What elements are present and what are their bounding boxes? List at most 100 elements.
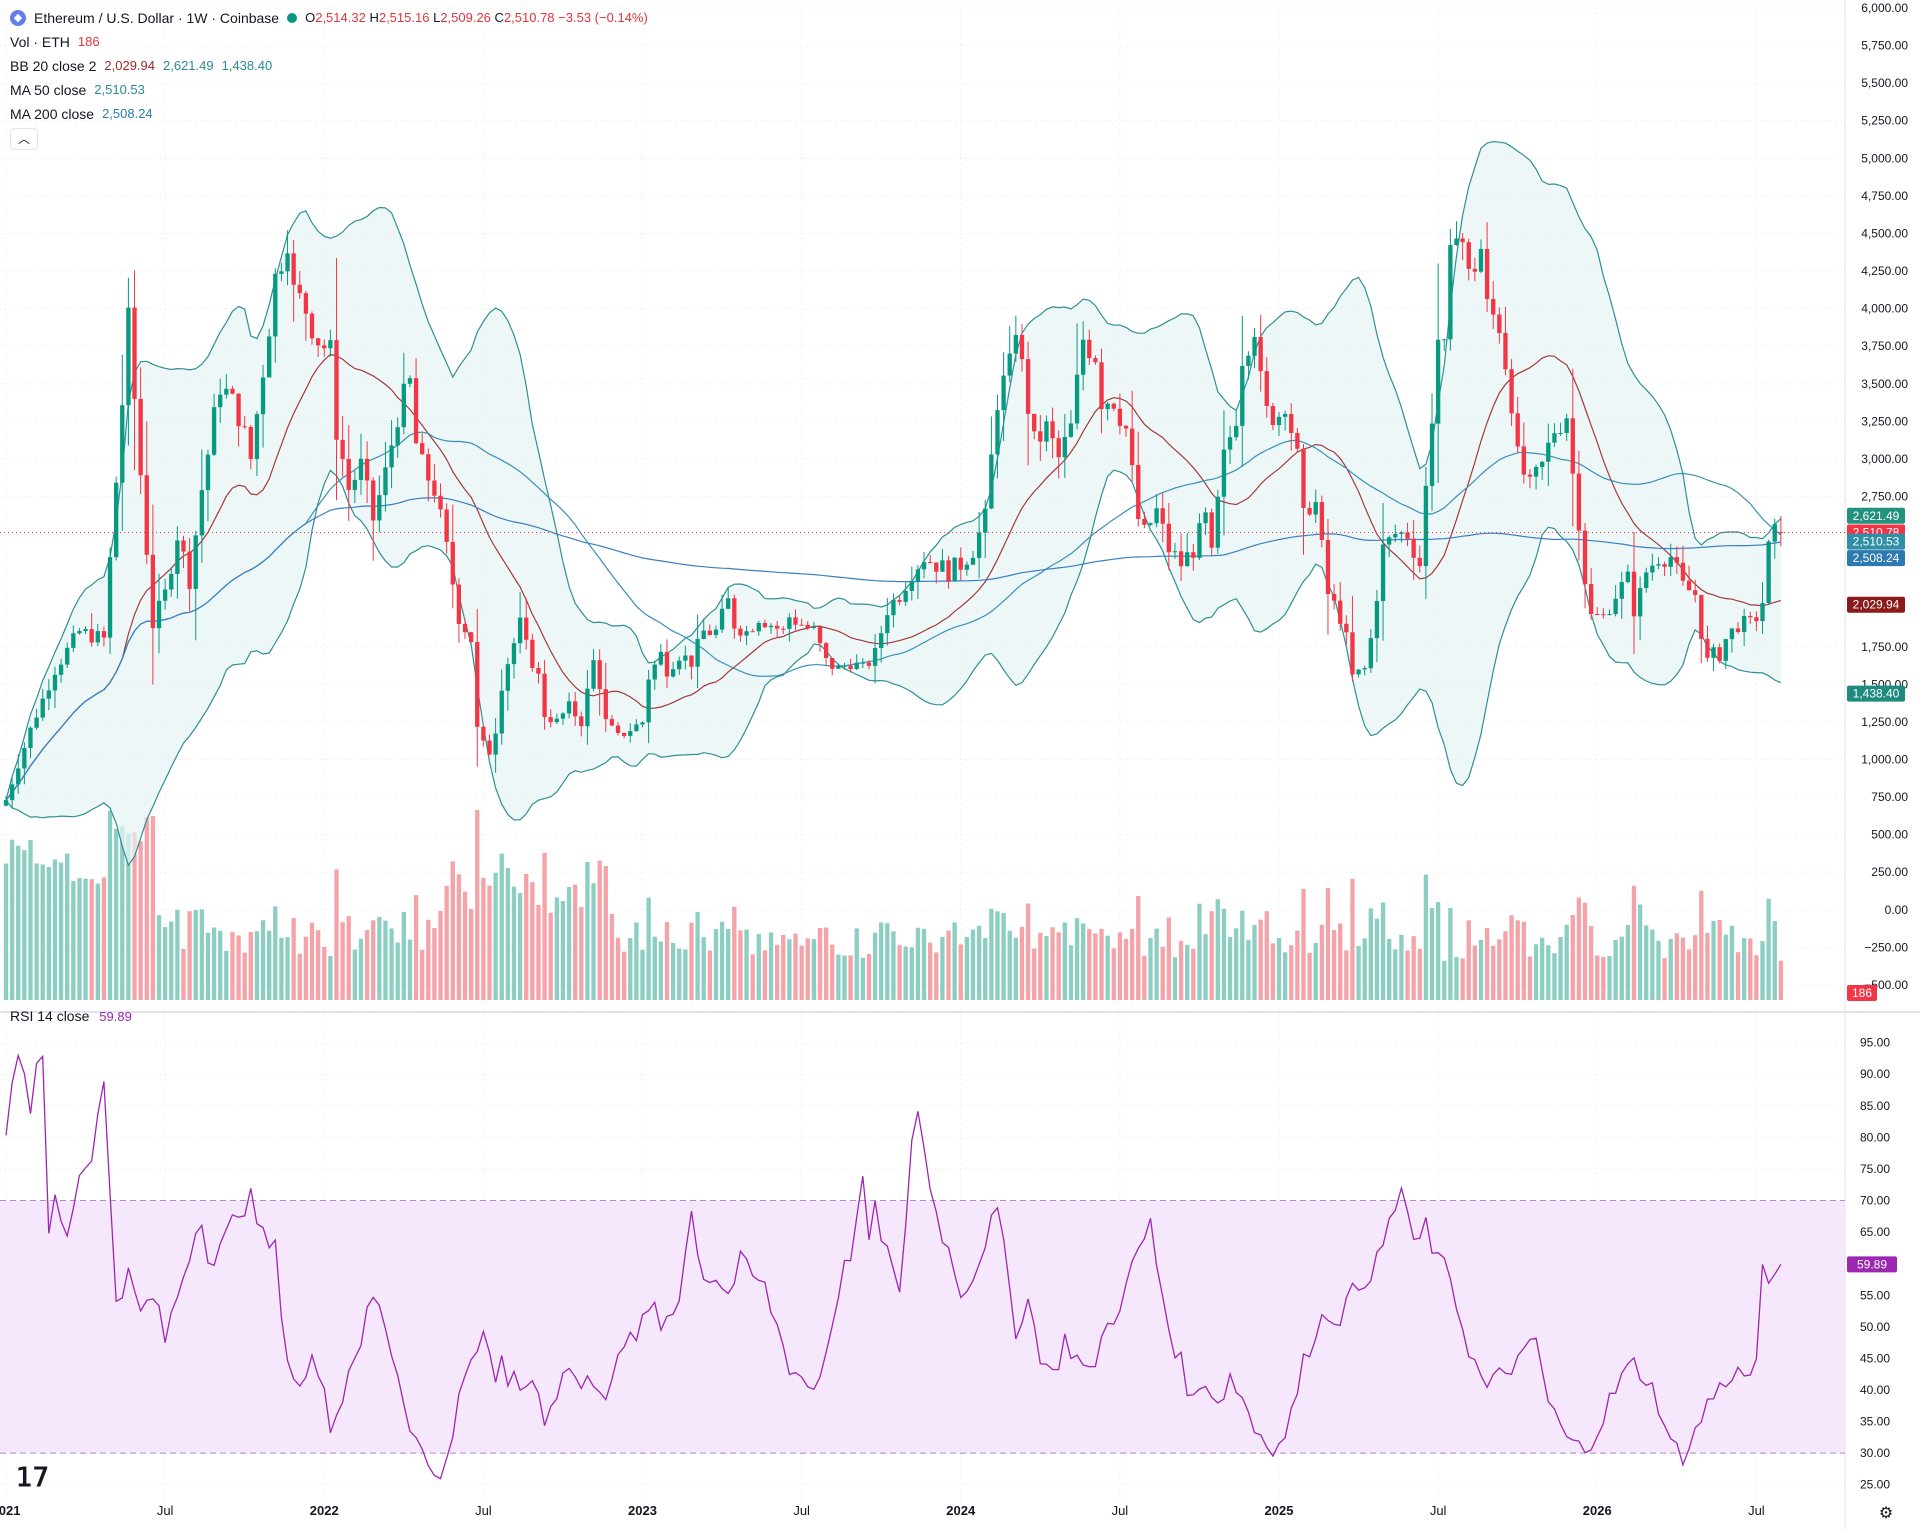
volume-bar [456,874,462,1000]
candle-body [1601,614,1606,616]
volume-bar [1080,923,1086,1000]
candle-body [885,615,890,634]
volume-bar [1123,938,1129,1000]
symbol-row[interactable]: ◆ Ethereum / U.S. Dollar · 1W · Coinbase… [10,6,648,30]
volume-bar [548,912,553,1000]
candle-body [872,648,878,666]
rsi-layer [0,1052,1845,1480]
volume-bar [964,936,970,1000]
candle-body [744,631,749,636]
candle-body [481,726,486,741]
volume-bar [1405,950,1410,1000]
price-tick-label: 4,750.00 [1861,189,1908,203]
candle-body [1754,617,1759,622]
volume-bar [224,950,229,1000]
volume-bar [315,930,321,1000]
volume-bar [40,864,45,1000]
candle-body [377,495,382,521]
volume-bar [1717,920,1722,1000]
candle-body [860,662,866,664]
bb-legend[interactable]: BB 20 close 2 2,029.94 2,621.49 1,438.40 [10,54,648,78]
candle-body [205,454,211,491]
candle-body [1582,530,1588,585]
rsi-tick-label: 95.00 [1860,1036,1890,1050]
volume-bar [1117,932,1123,1000]
volume-bar [340,922,345,1000]
candle-body [750,631,755,633]
candle-body [811,627,817,629]
volume-bar [1209,911,1214,1000]
volume-bar [1607,955,1612,1000]
rsi-badge-label: 59.89 [1857,1257,1887,1271]
price-badge-label: 2,510.53 [1853,535,1900,549]
candle-body [285,253,290,272]
volume-bar [1570,915,1575,1000]
candle-body [517,617,523,644]
candle-body [181,540,186,552]
volume-bar [1289,945,1294,1000]
candle-body [389,445,394,468]
candle-body [1221,449,1227,497]
ma200-legend[interactable]: MA 200 close 2,508.24 [10,102,648,126]
candle-body [958,557,963,570]
candle-body [444,509,449,542]
volume-bar [1074,918,1080,1000]
volume-bar [524,873,529,1000]
volume-bar [273,906,278,1000]
volume-bar [279,937,284,1000]
volume-bar [530,882,535,1000]
volume-bar [1276,937,1282,1000]
volume-bar [1705,933,1710,1000]
vol-legend[interactable]: Vol · ETH 186 [10,30,648,54]
candle-body [536,667,541,674]
candle-body [1735,628,1741,633]
candle-body [1319,502,1325,540]
candle-body [891,600,896,616]
candle-body [364,458,370,481]
candle-body [254,414,260,460]
rsi-tick-label: 50.00 [1860,1320,1890,1334]
volume-bar [1044,936,1049,1000]
price-tick-label: 0.00 [1885,903,1909,917]
time-tick-label: Jul [475,1503,492,1518]
candle-body [1338,600,1343,624]
candle-body [817,627,823,644]
volume-bar [1160,946,1165,1000]
rsi-legend[interactable]: RSI 14 close 59.89 [10,1008,132,1024]
tradingview-logo-icon[interactable]: 𝟣𝟩 [16,1462,50,1492]
volume-bar [1741,938,1747,1000]
candle-body [1105,403,1110,409]
volume-bar [481,877,486,1000]
candle-body [628,731,633,736]
candle-body [1148,523,1153,525]
volume-bar [1038,932,1043,1000]
candle-body [793,617,798,625]
candle-body [1417,557,1422,567]
candle-body [401,383,406,428]
symbol-title[interactable]: Ethereum / U.S. Dollar · 1W · Coinbase [34,10,280,26]
volume-bar [1637,904,1643,1000]
volume-bar [658,941,664,1000]
volume-bar [677,948,682,1000]
candle-body [132,307,137,399]
candle-body [1209,512,1214,548]
price-tick-label: 4,500.00 [1861,226,1908,240]
candle-body [1393,533,1398,538]
candle-body [1038,431,1043,442]
ma50-legend[interactable]: MA 50 close 2,510.53 [10,78,648,102]
volume-bar [909,947,914,1000]
volume-bar [1754,955,1759,1000]
candle-body [560,713,566,719]
candle-body [756,622,761,632]
volume-bar [230,932,235,1000]
candle-body [1240,365,1245,426]
volume-bar [1680,937,1686,1000]
volume-bar [1240,910,1245,1000]
candle-body [71,633,76,648]
price-badge [1847,507,1905,524]
rsi-tick-label: 55.00 [1860,1288,1890,1302]
collapse-legend-button[interactable]: ︿ [10,128,38,150]
volume-bar [1521,921,1526,1000]
candle-body [1080,339,1086,375]
